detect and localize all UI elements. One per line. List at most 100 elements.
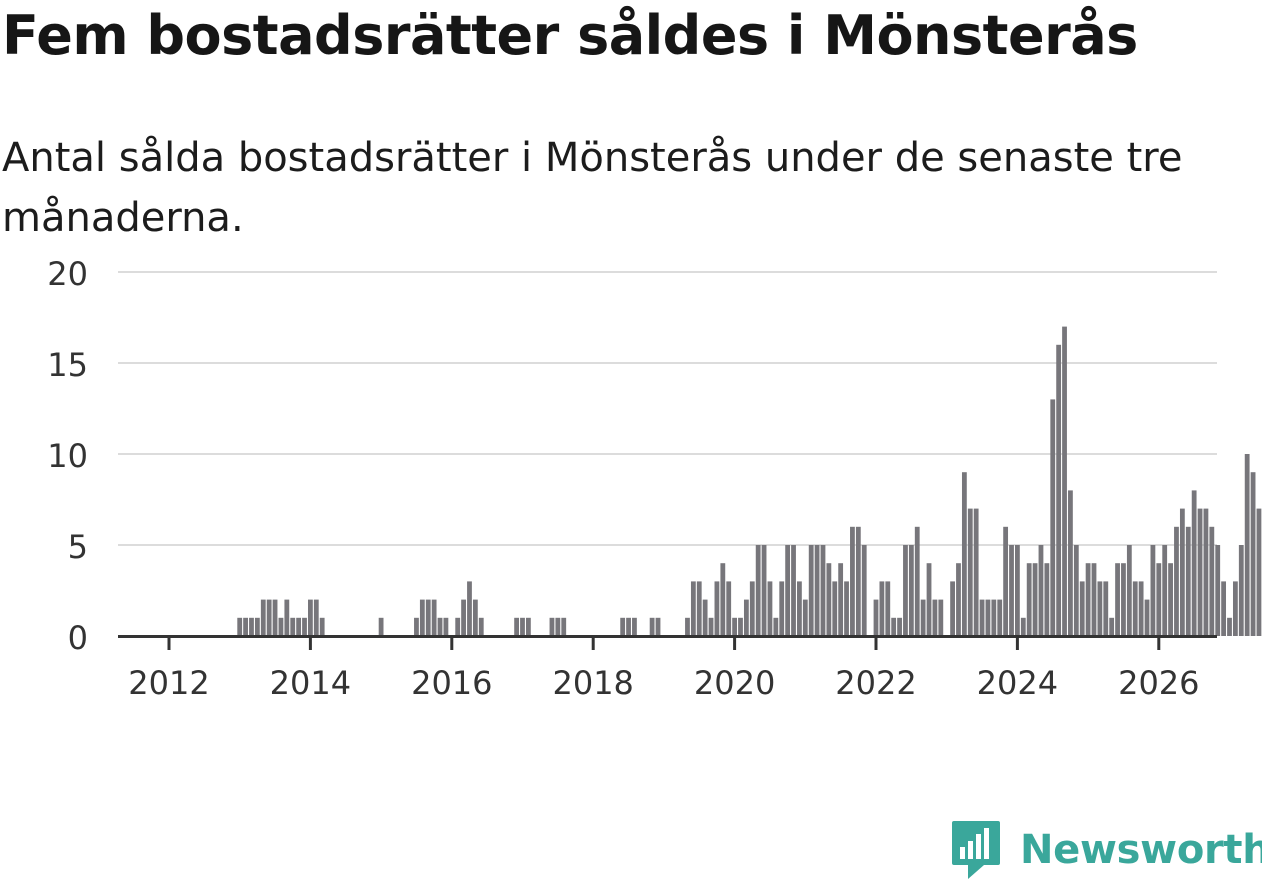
bar: [879, 581, 885, 636]
bar: [773, 617, 779, 636]
bar: [1232, 581, 1238, 636]
bar: [991, 599, 997, 636]
bar: [797, 581, 802, 636]
logo-text: Newsworthy: [1020, 827, 1262, 873]
x-tick-label: 2012: [128, 664, 209, 702]
bar: [1256, 508, 1262, 636]
bar: [414, 617, 419, 636]
bar: [861, 545, 867, 636]
bar: [820, 545, 826, 636]
bar: [832, 581, 838, 636]
bar: [319, 617, 325, 636]
bar: [726, 581, 732, 636]
bar: [1185, 526, 1191, 636]
bar: [938, 599, 944, 636]
bar: [1097, 581, 1103, 636]
y-tick-label: 10: [47, 437, 88, 475]
bar: [743, 599, 749, 636]
bar: [785, 545, 791, 636]
bar: [1209, 526, 1215, 636]
bar: [1032, 563, 1038, 636]
x-tick-label: 2024: [977, 664, 1058, 702]
bar: [1179, 508, 1185, 636]
bar: [378, 617, 384, 636]
bar: [1227, 617, 1232, 636]
bar: [1038, 545, 1044, 636]
bars: [237, 326, 1262, 636]
bar: [254, 617, 260, 636]
bar: [1103, 581, 1109, 636]
bar: [1126, 545, 1132, 636]
bar: [431, 599, 437, 636]
bar: [302, 617, 307, 636]
bar: [425, 599, 431, 636]
bar: [1162, 545, 1168, 636]
chart-subtitle: Antal sålda bostadsrätter i Mönsterås un…: [2, 135, 1183, 241]
bar: [767, 581, 773, 636]
x-tick-label: 2026: [1118, 664, 1199, 702]
bar: [620, 617, 626, 636]
bar: [885, 581, 891, 636]
bar: [249, 617, 254, 636]
bar: [738, 617, 743, 636]
bar: [961, 472, 967, 636]
bar: [1079, 581, 1085, 636]
bar: [655, 617, 661, 636]
bar: [808, 545, 814, 636]
bar: [1015, 545, 1020, 636]
bar: [278, 617, 284, 636]
bar: [1073, 545, 1079, 636]
y-tick-label: 20: [47, 255, 88, 293]
bar: [926, 563, 932, 636]
y-tick-label: 5: [68, 528, 88, 566]
bar: [525, 617, 531, 636]
bar: [956, 563, 961, 636]
bar: [873, 599, 879, 636]
bar: [979, 599, 985, 636]
y-tick-label: 15: [47, 346, 88, 384]
bar: [555, 617, 561, 636]
bar: [1020, 617, 1026, 636]
x-tick-label: 2020: [694, 664, 775, 702]
bar: [1150, 545, 1156, 636]
bar: [437, 617, 443, 636]
bar: [1238, 545, 1244, 636]
x-tick-label: 2018: [552, 664, 633, 702]
bar: [626, 617, 631, 636]
bar: [260, 599, 266, 636]
bar: [1009, 545, 1014, 636]
bar: [690, 581, 696, 636]
bar: [850, 526, 855, 636]
bar: [266, 599, 272, 636]
bar: [467, 581, 472, 636]
bar: [520, 617, 525, 636]
bar: [838, 563, 844, 636]
x-tick-label: 2016: [411, 664, 492, 702]
newsworthy-logo[interactable]: Newsworthy: [950, 818, 1262, 882]
bar: [478, 617, 484, 636]
bar: [443, 617, 449, 636]
bar: [897, 617, 902, 636]
newsworthy-logo-icon: [952, 821, 1000, 879]
bar: [514, 617, 520, 636]
bar: [284, 599, 290, 636]
x-axis: 2012 2014 2016 2018 2020 2022 2024 2026: [118, 635, 1217, 702]
bar: [685, 617, 690, 636]
bar: [1132, 581, 1138, 636]
bar: [908, 545, 914, 636]
bar: [950, 581, 955, 636]
bar: [714, 581, 720, 636]
bar: [461, 599, 466, 636]
bar: [1203, 508, 1209, 636]
bar: [1068, 490, 1073, 636]
bar: [308, 599, 313, 636]
bar: [749, 581, 755, 636]
gridlines: [118, 271, 1217, 546]
bar: [755, 545, 761, 636]
bar: [290, 617, 296, 636]
bar: [1144, 599, 1150, 636]
bar: [814, 545, 820, 636]
bar: [1215, 545, 1221, 636]
bar: [903, 545, 908, 636]
bar: [1121, 563, 1126, 636]
